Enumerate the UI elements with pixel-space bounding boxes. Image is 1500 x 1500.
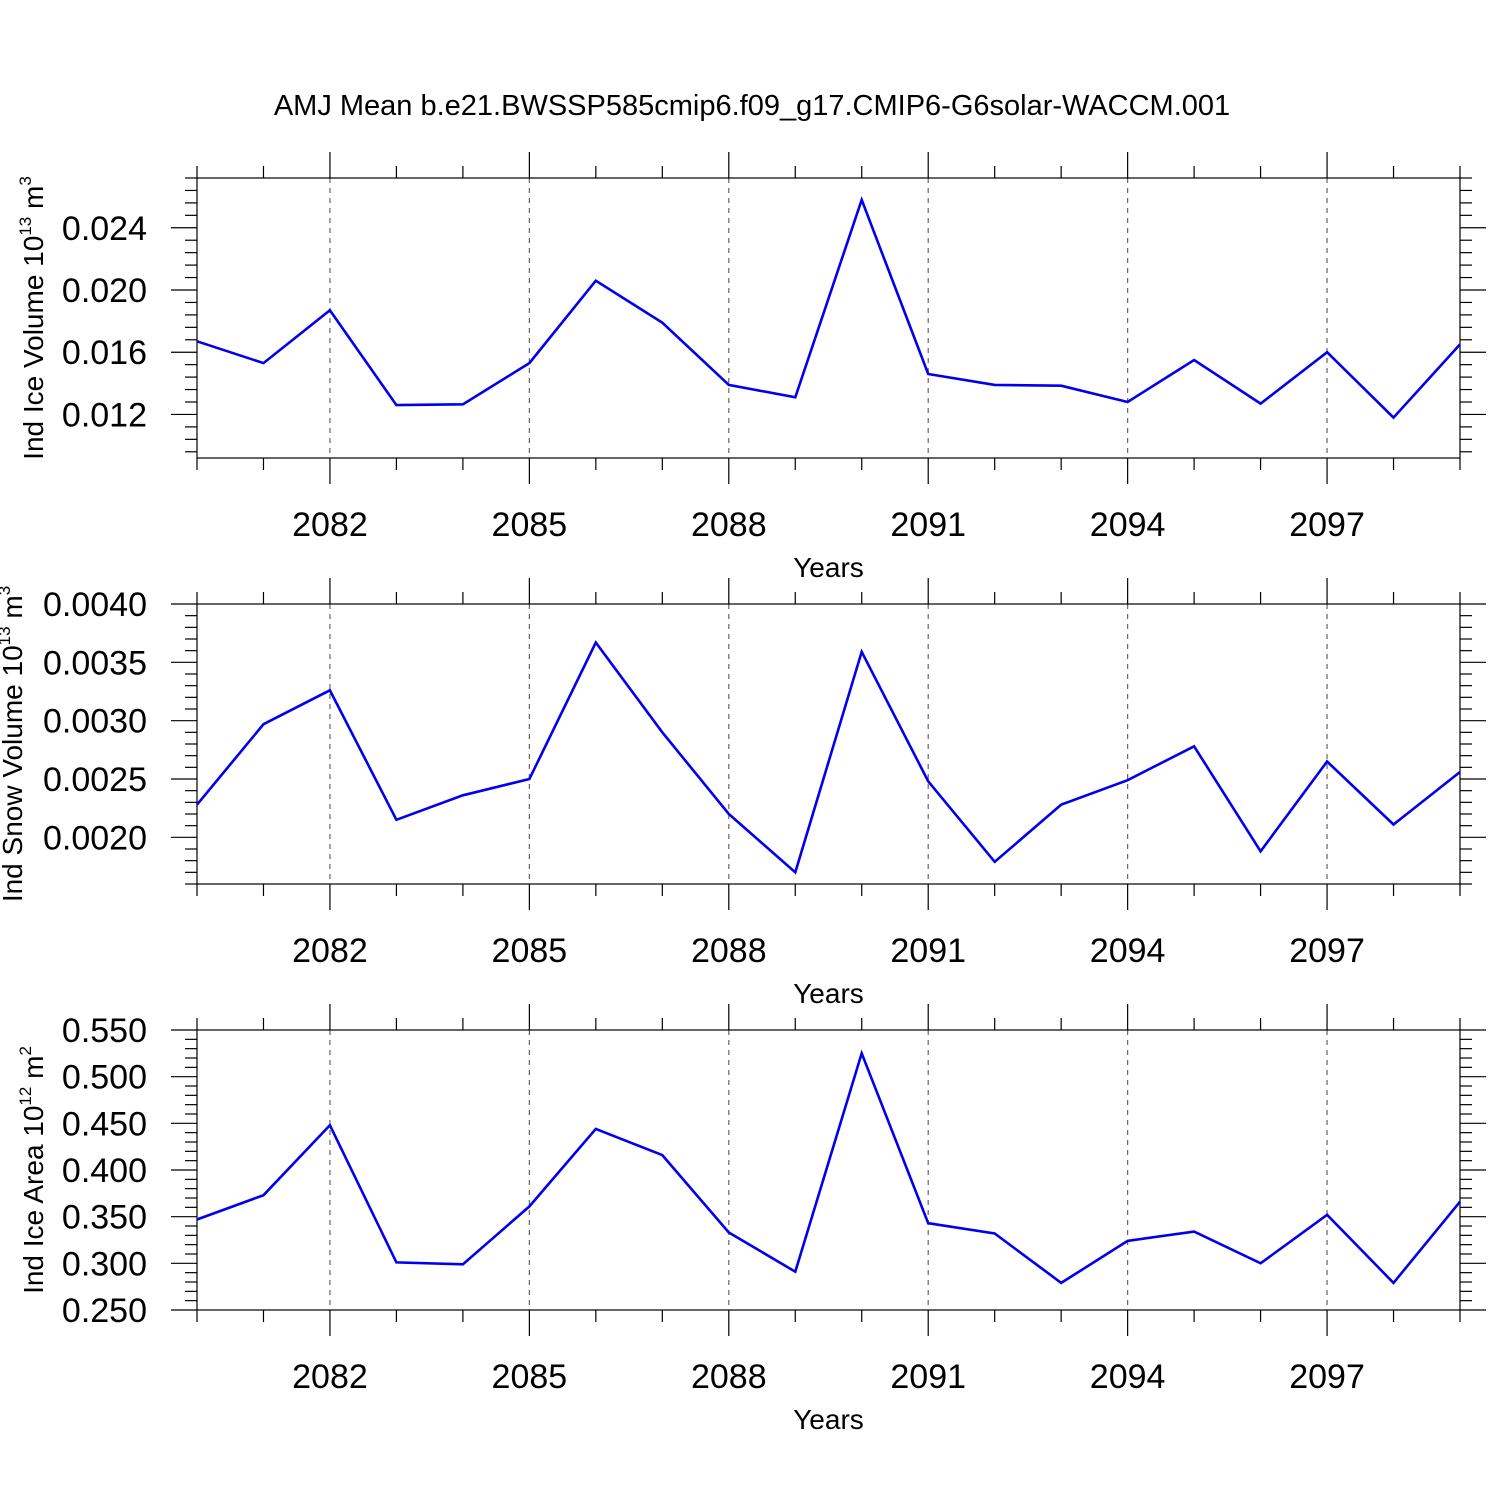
y-tick-label: 0.016 xyxy=(62,334,147,372)
x-tick-label: 2088 xyxy=(691,1358,767,1396)
series-line xyxy=(195,640,1461,875)
y-tick-label: 0.020 xyxy=(62,272,147,310)
y-axis-label-sup2: 3 xyxy=(16,176,35,185)
y-axis-label-base: Ind Ice Volume 10 xyxy=(18,236,49,460)
y-tick-label: 0.500 xyxy=(62,1059,147,1097)
x-tick-label: 2094 xyxy=(1090,506,1166,544)
y-axis-label-sup1: 12 xyxy=(16,1087,35,1106)
x-tick-label: 2091 xyxy=(890,1358,966,1396)
y-axis-label-base: Ind Snow Volume 10 xyxy=(0,645,28,902)
y-axis-label-unit: m xyxy=(0,595,28,626)
y-tick-label: 0.0035 xyxy=(43,644,147,682)
y-tick-label: 0.550 xyxy=(62,1012,147,1050)
x-tick-label: 2097 xyxy=(1289,506,1365,544)
y-axis-label-sup1: 13 xyxy=(16,217,35,236)
y-axis-label: Ind Ice Volume 1013 m3 xyxy=(16,176,49,460)
plot-frame xyxy=(196,1029,1461,1311)
panel-1: 2082 2085 2088 2091 2094 2097 Years 0.012 0.016 0… xyxy=(16,152,1486,583)
y-tick-label: 0.300 xyxy=(62,1245,147,1283)
x-tick-label: 2097 xyxy=(1289,932,1365,970)
plot-frame xyxy=(196,603,1461,885)
x-tick-label: 2091 xyxy=(890,932,966,970)
panel-3: 2082 2085 2088 2091 2094 2097 Years 0.250 0.300 0… xyxy=(16,1004,1486,1435)
panel-2: 2082 2085 2088 2091 2094 2097 Years 0.0020 0.002… xyxy=(0,578,1486,1009)
y-tick-label: 0.0030 xyxy=(43,703,147,741)
y-tick-label: 0.012 xyxy=(62,396,147,434)
y-tick-label: 0.0025 xyxy=(43,761,147,799)
y-tick-label: 0.0040 xyxy=(43,586,147,624)
y-axis-label-sup2: 3 xyxy=(0,586,14,595)
y-tick-label: 0.450 xyxy=(62,1105,147,1143)
x-axis-label: Years xyxy=(793,1404,864,1435)
x-tick-label: 2085 xyxy=(492,506,568,544)
y-tick-label: 0.024 xyxy=(62,210,147,248)
y-axis-label-sup1: 13 xyxy=(0,626,14,645)
y-axis-label-unit: m xyxy=(18,186,49,217)
chart-title: AMJ Mean b.e21.BWSSP585cmip6.f09_g17.CMI… xyxy=(274,90,1230,122)
x-tick-label: 2085 xyxy=(492,932,568,970)
y-tick-label: 0.0020 xyxy=(43,819,147,857)
y-tick-label: 0.250 xyxy=(62,1292,147,1330)
x-tick-label: 2082 xyxy=(292,506,368,544)
y-axis-label-unit: m xyxy=(18,1056,49,1087)
x-tick-label: 2082 xyxy=(292,1358,368,1396)
series-line xyxy=(196,195,1461,420)
plot-frame xyxy=(196,177,1461,459)
y-tick-label: 0.350 xyxy=(62,1199,147,1237)
y-axis-label: Ind Ice Area 1012 m2 xyxy=(16,1046,49,1294)
x-tick-label: 2088 xyxy=(691,932,767,970)
y-axis-label-base: Ind Ice Area 10 xyxy=(18,1106,49,1294)
x-tick-label: 2085 xyxy=(492,1358,568,1396)
y-axis-label: Ind Snow Volume 1013 m3 xyxy=(0,586,28,902)
x-tick-label: 2094 xyxy=(1090,1358,1166,1396)
y-tick-label: 0.400 xyxy=(62,1152,147,1190)
x-tick-label: 2097 xyxy=(1289,1358,1365,1396)
x-tick-label: 2094 xyxy=(1090,932,1166,970)
x-axis-label: Years xyxy=(793,978,864,1009)
x-axis-label: Years xyxy=(793,552,864,583)
y-axis-label-sup2: 2 xyxy=(16,1046,35,1055)
x-tick-label: 2088 xyxy=(691,506,767,544)
series-line xyxy=(196,1049,1462,1285)
x-tick-label: 2091 xyxy=(890,506,966,544)
panels: 2082 2085 2088 2091 2094 2097 Years 0.012 0.016 0… xyxy=(0,152,1486,1435)
x-tick-label: 2082 xyxy=(292,932,368,970)
